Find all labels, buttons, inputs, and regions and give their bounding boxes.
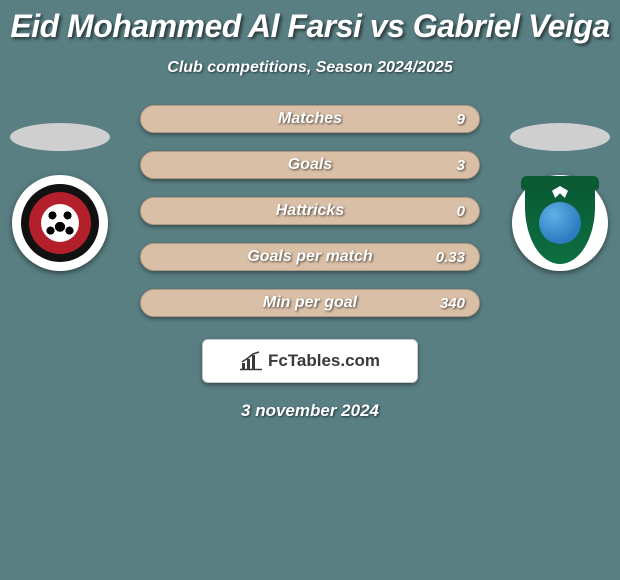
stat-label: Min per goal — [141, 290, 479, 316]
stat-row: Hattricks0 — [140, 197, 480, 225]
stat-value: 340 — [440, 290, 465, 316]
stat-value: 3 — [457, 152, 465, 178]
stat-row: Goals3 — [140, 151, 480, 179]
stat-label: Goals per match — [141, 244, 479, 270]
content-area: Matches9Goals3Hattricks0Goals per match0… — [0, 105, 620, 421]
branding-box: FcTables.com — [202, 339, 418, 383]
page-subtitle: Club competitions, Season 2024/2025 — [0, 59, 620, 77]
alraed-badge-icon — [21, 184, 99, 262]
stat-row: Goals per match0.33 — [140, 243, 480, 271]
alahli-shield-icon — [525, 182, 595, 264]
shadow-pad-right — [510, 123, 610, 151]
shadow-pad-left — [10, 123, 110, 151]
comparison-card: Eid Mohammed Al Farsi vs Gabriel Veiga C… — [0, 0, 620, 580]
stat-label: Hattricks — [141, 198, 479, 224]
stat-label: Matches — [141, 106, 479, 132]
bar-chart-icon — [240, 351, 262, 371]
stat-row: Matches9 — [140, 105, 480, 133]
stat-value: 9 — [457, 106, 465, 132]
stat-value: 0 — [457, 198, 465, 224]
team-crest-right — [512, 175, 608, 271]
stat-row: Min per goal340 — [140, 289, 480, 317]
stat-value: 0.33 — [436, 244, 465, 270]
stats-rows: Matches9Goals3Hattricks0Goals per match0… — [140, 105, 480, 317]
page-title: Eid Mohammed Al Farsi vs Gabriel Veiga — [0, 0, 620, 45]
team-crest-left — [12, 175, 108, 271]
date-label: 3 november 2024 — [0, 401, 620, 421]
stat-label: Goals — [141, 152, 479, 178]
branding-text: FcTables.com — [268, 351, 380, 371]
